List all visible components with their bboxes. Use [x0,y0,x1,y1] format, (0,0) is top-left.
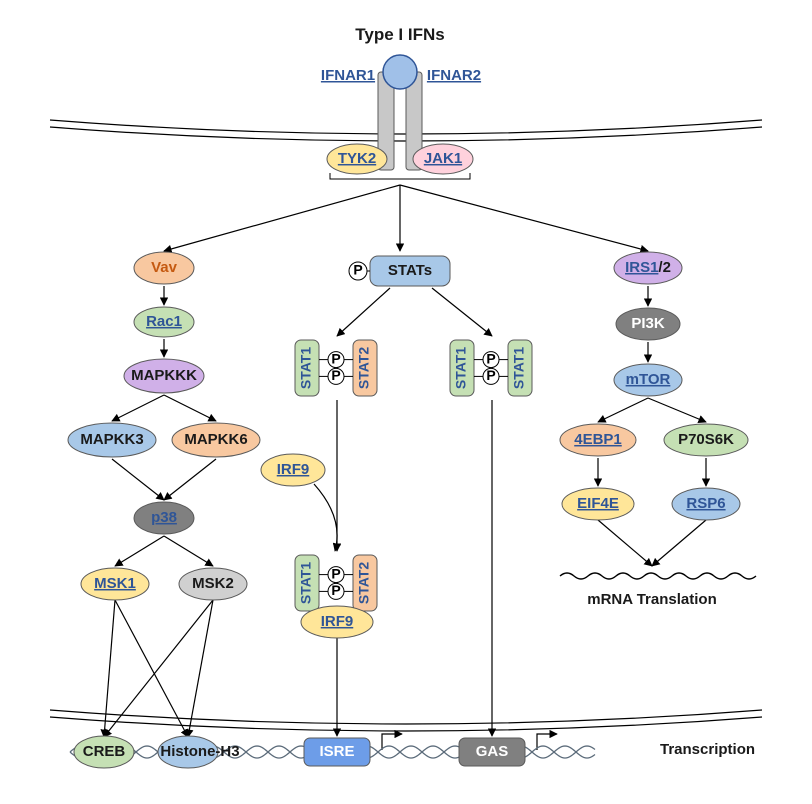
pathway-diagram: IFNAR1 IFNAR2 TYK2 JAK1 Vav Rac1 MAPKKK MAPKK3… [0,0,812,804]
irs12-label: IRS1/2 [625,259,671,276]
msk2-label: MSK2 [192,575,234,592]
svg-text:STAT2: STAT2 [356,347,372,389]
ifn-ligand [383,55,417,89]
mrna-translation-label: mRNA Translation [587,591,716,608]
ifnar2-label: IFNAR2 [427,67,481,84]
mapkk3-label: MAPKK3 [80,431,143,448]
4ebp1-label: 4EBP1 [574,431,622,448]
irf9-complex-label: IRF9 [321,613,354,630]
rac1-label: Rac1 [146,313,182,330]
eif4e-label: EIF4E [577,495,619,512]
histh3-label: Histone-H3 [160,743,239,760]
tyk2-label: TYK2 [338,150,376,167]
svg-text:STAT1: STAT1 [298,562,314,604]
phospho-label: P [353,262,362,278]
vav-label: Vav [151,259,178,276]
rsp6-label: RSP6 [686,495,725,512]
p38-label: p38 [151,509,177,526]
isre-label: ISRE [319,743,354,760]
svg-text:P: P [331,582,340,598]
svg-text:P: P [331,350,340,366]
irf9-label: IRF9 [277,461,310,478]
stats-label: STATs [388,262,432,279]
diagram-title: Type I IFNs [355,25,444,44]
mapkkk-label: MAPKKK [131,367,197,384]
msk1-label: MSK1 [94,575,136,592]
svg-text:STAT1: STAT1 [453,347,469,389]
svg-text:P: P [331,367,340,383]
mtor-label: mTOR [626,371,671,388]
jak1-label: JAK1 [424,150,462,167]
pi3k-label: PI3K [631,315,665,332]
svg-text:P: P [486,350,495,366]
gas-label: GAS [476,743,509,760]
mapkk6-label: MAPKK6 [184,431,247,448]
svg-text:STAT1: STAT1 [298,347,314,389]
creb-label: CREB [83,743,126,760]
p70s6k-label: P70S6K [678,431,734,448]
svg-text:STAT2: STAT2 [356,562,372,604]
svg-text:STAT1: STAT1 [511,347,527,389]
svg-text:P: P [331,565,340,581]
transcription-label: Transcription [660,741,755,758]
svg-text:P: P [486,367,495,383]
ifnar1-label: IFNAR1 [321,67,375,84]
